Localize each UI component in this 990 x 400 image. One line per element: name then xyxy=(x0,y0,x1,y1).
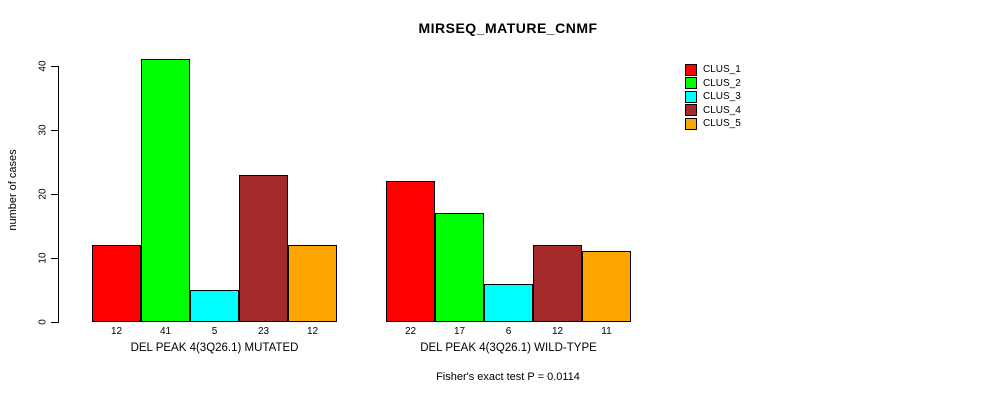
y-axis-tick xyxy=(51,193,58,195)
y-axis-tick-label: 20 xyxy=(37,188,49,200)
y-axis-tick xyxy=(51,129,58,131)
legend-item-clus_2: CLUS_2 xyxy=(685,77,741,91)
bar-clus_4-group2 xyxy=(533,245,582,322)
bar-value-label: 11 xyxy=(601,326,612,337)
bar-clus_3-group2 xyxy=(484,283,533,322)
bar-clus_5-group1 xyxy=(288,245,337,322)
y-axis-tick-label: 40 xyxy=(37,60,49,72)
bar-clus_1-group2 xyxy=(386,180,435,322)
legend-swatch-clus_2 xyxy=(685,77,697,90)
bar-clus_5-group2 xyxy=(582,251,631,322)
bar-value-label: 12 xyxy=(551,326,564,337)
bar-value-label: 17 xyxy=(453,326,466,337)
legend-label: CLUS_3 xyxy=(703,91,741,103)
chart-title: MIRSEQ_MATURE_CNMF xyxy=(418,20,598,36)
y-axis-tick xyxy=(51,322,58,323)
legend-item-clus_5: CLUS_5 xyxy=(685,117,741,131)
y-axis-line xyxy=(58,65,59,323)
bar-value-label: 6 xyxy=(505,326,512,337)
legend-swatch-clus_5 xyxy=(685,117,697,130)
legend-label: CLUS_5 xyxy=(703,118,741,130)
legend-swatch-clus_4 xyxy=(685,104,697,117)
bar-clus_1-group1 xyxy=(92,245,141,322)
y-axis-tick-label: 10 xyxy=(37,252,49,264)
legend-swatch-clus_3 xyxy=(685,90,697,103)
bar-value-label: 23 xyxy=(257,326,270,337)
bar-value-label: 12 xyxy=(306,326,319,337)
bar-clus_3-group1 xyxy=(190,289,239,322)
bar-clus_2-group1 xyxy=(141,59,190,322)
legend-item-clus_3: CLUS_3 xyxy=(685,90,741,104)
legend-item-clus_4: CLUS_4 xyxy=(685,104,741,118)
bar-clus_4-group1 xyxy=(239,174,288,322)
legend-label: CLUS_1 xyxy=(703,64,741,76)
bar-value-label: 22 xyxy=(404,326,417,337)
legend-swatch-clus_1 xyxy=(685,63,697,76)
x-category-label: DEL PEAK 4(3Q26.1) MUTATED xyxy=(130,342,299,354)
legend: CLUS_1 CLUS_2 CLUS_3 CLUS_4 CLUS_5 xyxy=(685,63,741,131)
legend-item-clus_1: CLUS_1 xyxy=(685,63,741,77)
bar-clus_2-group2 xyxy=(435,213,484,322)
bar-value-label: 41 xyxy=(159,326,172,337)
y-axis-tick-label: 0 xyxy=(37,319,49,325)
y-axis-tick-label: 30 xyxy=(37,124,49,136)
y-axis-title: number of cases xyxy=(7,149,19,231)
bar-value-label: 5 xyxy=(211,326,218,337)
annotation-fisher-test: Fisher's exact test P = 0.0114 xyxy=(436,371,580,383)
x-category-label: DEL PEAK 4(3Q26.1) WILD-TYPE xyxy=(420,342,597,354)
legend-label: CLUS_4 xyxy=(703,104,741,116)
y-axis-tick xyxy=(51,65,58,67)
y-axis-tick xyxy=(51,257,58,259)
bar-value-label: 12 xyxy=(110,326,123,337)
legend-label: CLUS_2 xyxy=(703,77,741,89)
